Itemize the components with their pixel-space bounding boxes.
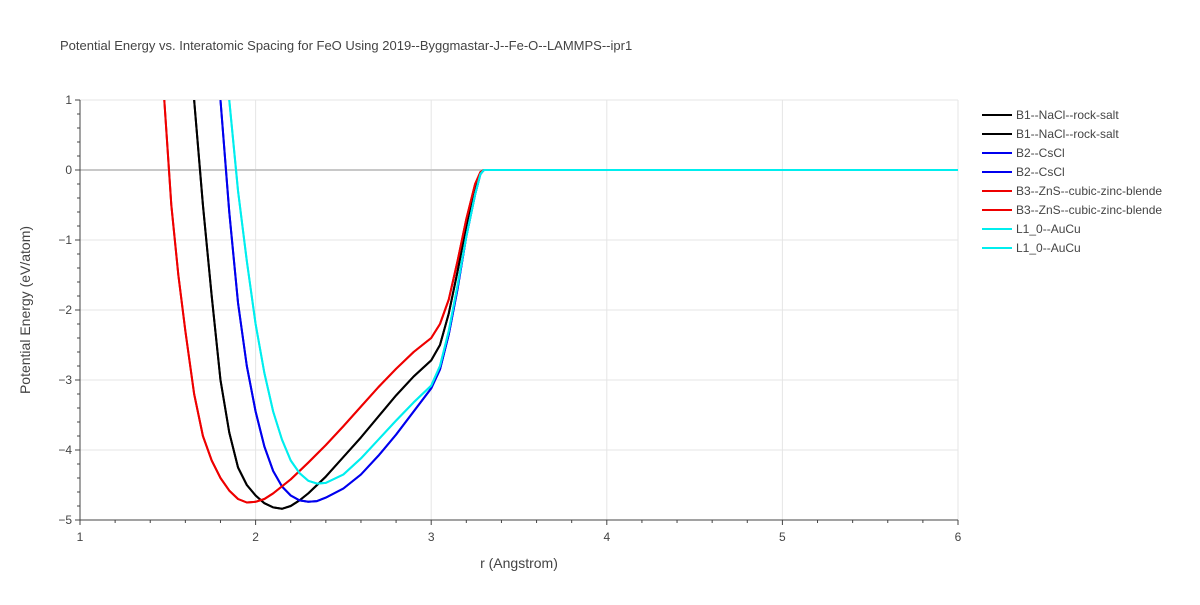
legend-item[interactable]: B3--ZnS--cubic-zinc-blende	[982, 203, 1162, 217]
chart-title: Potential Energy vs. Interatomic Spacing…	[60, 38, 632, 53]
x-tick-label: 3	[428, 530, 435, 544]
legend-label: B3--ZnS--cubic-zinc-blende	[1016, 203, 1162, 217]
legend-label: B1--NaCl--rock-salt	[1016, 127, 1119, 141]
x-tick-label: 4	[603, 530, 610, 544]
legend-item[interactable]: L1_0--AuCu	[982, 241, 1081, 255]
y-tick-label: −5	[58, 513, 72, 527]
tick-labels: 1 2 3 4 5 6 1 0 −1 −2 −3 −4 −5	[58, 93, 961, 544]
axes	[75, 99, 959, 525]
y-tick-label: 1	[65, 93, 72, 107]
legend-label: B3--ZnS--cubic-zinc-blende	[1016, 184, 1162, 198]
y-tick-label: −4	[58, 443, 72, 457]
series-line-7	[228, 100, 958, 485]
legend-item[interactable]: B2--CsCl	[982, 146, 1065, 160]
x-tick-label: 1	[77, 530, 84, 544]
series-line-1	[193, 100, 958, 510]
y-tick-label: 0	[65, 163, 72, 177]
series-lines	[163, 100, 958, 510]
x-tick-label: 2	[252, 530, 259, 544]
legend-label: L1_0--AuCu	[1016, 241, 1081, 255]
x-tick-label: 6	[955, 530, 962, 544]
legend-item[interactable]: B1--NaCl--rock-salt	[982, 127, 1119, 141]
legend-item[interactable]: B3--ZnS--cubic-zinc-blende	[982, 184, 1162, 198]
legend-item[interactable]: B2--CsCl	[982, 165, 1065, 179]
legend[interactable]: B1--NaCl--rock-salt B1--NaCl--rock-salt B2…	[982, 108, 1162, 255]
legend-label: B2--CsCl	[1016, 146, 1065, 160]
y-tick-label: −3	[58, 373, 72, 387]
legend-label: L1_0--AuCu	[1016, 222, 1081, 236]
x-tick-label: 5	[779, 530, 786, 544]
legend-item[interactable]: B1--NaCl--rock-salt	[982, 108, 1119, 122]
legend-item[interactable]: L1_0--AuCu	[982, 222, 1081, 236]
y-axis-title: Potential Energy (eV/atom)	[17, 226, 33, 394]
y-tick-label: −2	[58, 303, 72, 317]
x-axis-title: r (Angstrom)	[480, 555, 558, 571]
legend-label: B2--CsCl	[1016, 165, 1065, 179]
y-tick-label: −1	[58, 233, 72, 247]
series-line-5	[163, 100, 958, 504]
legend-label: B1--NaCl--rock-salt	[1016, 108, 1119, 122]
